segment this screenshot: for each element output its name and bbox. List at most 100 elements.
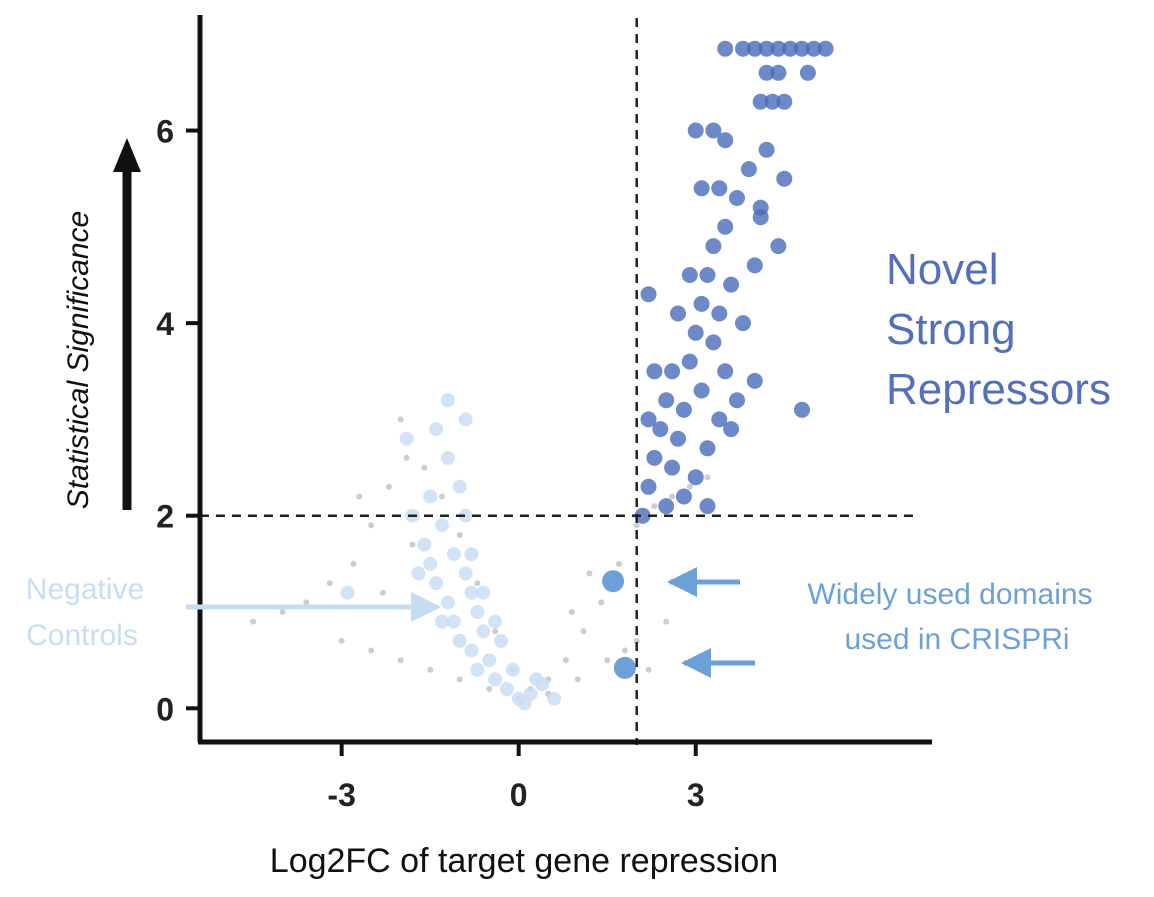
significance-arrow-head — [113, 138, 141, 172]
point-background — [686, 483, 693, 490]
point-novel — [640, 286, 657, 303]
point-background — [385, 483, 392, 490]
point-novel — [717, 363, 734, 380]
point-novel — [658, 498, 675, 515]
series-novel — [634, 40, 834, 524]
point-background — [621, 647, 628, 654]
x-axis-title: Log2FC of target gene repression — [270, 842, 778, 880]
point-novel — [681, 267, 698, 283]
point-background — [397, 657, 404, 664]
point-background — [356, 493, 363, 500]
series-controls — [340, 393, 562, 711]
point-novel — [687, 324, 704, 341]
point-novel — [770, 238, 787, 255]
point-novel — [693, 382, 710, 399]
point-novel — [646, 449, 663, 466]
point-background — [574, 676, 581, 683]
point-background — [633, 637, 640, 644]
point-background — [350, 560, 357, 567]
point-background — [403, 454, 410, 461]
point-background — [562, 657, 569, 664]
point-background — [568, 609, 575, 615]
point-background — [427, 666, 434, 673]
point-controls — [470, 662, 485, 677]
point-novel — [699, 498, 716, 515]
point-background — [492, 628, 499, 635]
point-controls — [417, 537, 432, 552]
point-background — [651, 503, 658, 510]
point-controls — [458, 508, 473, 523]
y-tick-label: 2 — [156, 499, 174, 535]
x-tick-label: 0 — [510, 777, 528, 813]
point-domains — [602, 570, 625, 593]
point-novel — [652, 421, 669, 438]
point-novel — [776, 93, 793, 110]
point-novel — [794, 401, 810, 418]
point-controls — [423, 556, 438, 571]
point-novel — [717, 132, 734, 149]
y-tick-label: 4 — [156, 306, 174, 342]
novel-label-line-1: Novel — [886, 245, 999, 294]
x-tick-label: 3 — [687, 777, 705, 813]
point-controls — [423, 489, 438, 504]
point-novel — [752, 199, 769, 216]
point-controls — [440, 595, 455, 610]
point-novel — [658, 392, 675, 409]
point-novel — [693, 295, 710, 312]
point-background — [645, 666, 652, 673]
point-controls — [458, 412, 473, 427]
point-novel — [705, 238, 722, 255]
y-tick-label: 0 — [156, 691, 174, 727]
point-novel — [711, 180, 728, 197]
point-background — [326, 580, 333, 587]
point-controls — [435, 614, 449, 629]
point-novel — [805, 40, 822, 57]
point-background — [409, 541, 416, 548]
point-novel — [717, 218, 734, 235]
point-novel — [729, 190, 745, 206]
point-novel — [646, 363, 663, 380]
point-novel — [770, 40, 787, 57]
point-controls — [523, 686, 538, 701]
point-background — [474, 580, 481, 587]
point-novel — [634, 507, 651, 524]
point-controls — [470, 605, 485, 619]
point-novel — [746, 40, 763, 57]
point-novel — [640, 411, 657, 428]
point-background — [586, 570, 593, 577]
point-controls — [452, 479, 467, 494]
point-novel — [711, 305, 728, 322]
point-novel — [699, 267, 716, 283]
point-novel — [711, 411, 728, 428]
point-controls — [464, 643, 479, 658]
point-novel — [699, 440, 716, 457]
novel-label-line-3: Repressors — [886, 365, 1111, 414]
point-controls — [452, 633, 467, 648]
point-controls — [458, 566, 473, 581]
point-background — [439, 493, 445, 500]
y-tick-label: 6 — [156, 114, 174, 150]
point-controls — [476, 624, 491, 639]
point-controls — [488, 672, 503, 687]
point-background — [368, 522, 375, 529]
point-controls — [440, 450, 455, 465]
point-controls — [340, 585, 355, 600]
point-novel — [758, 141, 775, 158]
point-controls — [464, 585, 479, 600]
point-novel — [735, 315, 751, 332]
point-novel — [752, 93, 769, 110]
point-novel — [675, 488, 692, 505]
point-novel — [758, 40, 775, 57]
point-background — [338, 637, 345, 644]
point-controls — [446, 614, 461, 629]
point-controls — [435, 518, 449, 533]
point-novel — [664, 459, 681, 476]
point-background — [397, 416, 404, 423]
point-novel — [640, 478, 657, 495]
point-background — [303, 599, 310, 606]
point-background — [598, 599, 605, 606]
negative-controls-label-line-2: Controls — [26, 619, 138, 652]
point-novel — [817, 40, 834, 57]
point-domains — [613, 656, 636, 679]
